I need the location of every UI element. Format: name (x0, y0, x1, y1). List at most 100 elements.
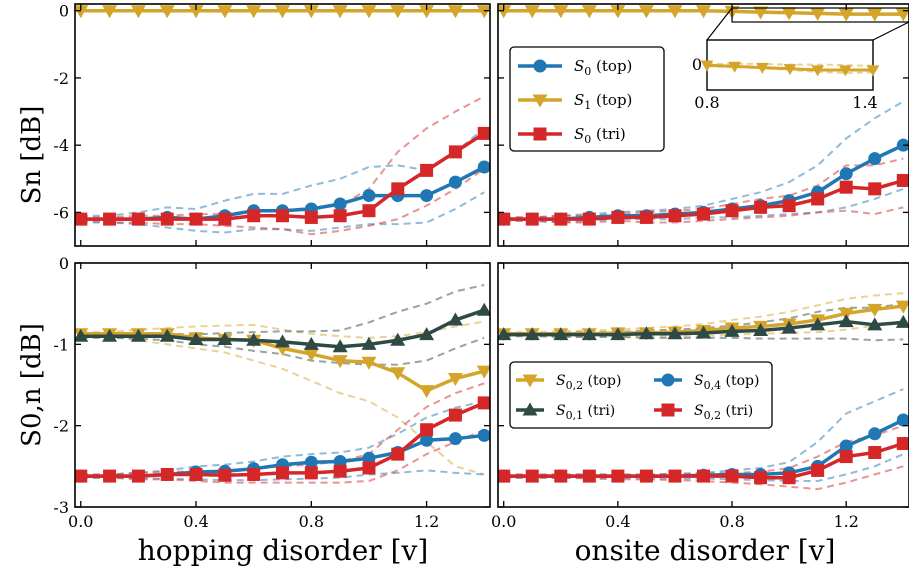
data-point (362, 189, 376, 203)
data-point (839, 180, 853, 194)
data-point (476, 302, 490, 316)
data-point (159, 5, 175, 19)
inset: 0.8 1.4 0 (692, 7, 909, 112)
data-point (810, 317, 826, 331)
plot-area (75, 5, 490, 236)
x-tick-label: 0.8 (299, 512, 324, 531)
data-point (477, 126, 490, 140)
data-point (362, 204, 376, 218)
band-band-lo (503, 335, 904, 342)
data-point (811, 463, 825, 477)
data-point (782, 471, 796, 485)
data-point (304, 210, 318, 224)
data-point (390, 332, 406, 346)
data-point (75, 212, 88, 226)
y-label-top: Sn [dB] (17, 106, 47, 205)
panel-bottom-left: 0.0 0.4 0.8 1.2 0 -1 -2 -3 (53, 254, 491, 531)
data-point (896, 437, 909, 451)
data-point (447, 372, 463, 386)
data-point (896, 138, 909, 152)
data-point (754, 471, 768, 485)
data-point (867, 317, 883, 331)
data-point (361, 5, 377, 19)
data-point (448, 432, 462, 446)
x-tick-label: 1.2 (833, 512, 858, 531)
data-point (275, 334, 290, 348)
data-point (188, 5, 204, 19)
data-point (610, 5, 626, 19)
data-point (102, 5, 118, 19)
data-point (725, 469, 739, 483)
legend-swatch-marker (533, 127, 547, 141)
data-point (160, 467, 174, 481)
data-point (639, 469, 653, 483)
legend-swatch-marker (533, 59, 547, 73)
data-point (867, 303, 883, 317)
band-band-hi (503, 292, 904, 334)
legend-swatch-marker (522, 402, 538, 416)
data-point (103, 469, 117, 483)
data-point (611, 210, 625, 224)
plot-area (498, 292, 909, 491)
data-point (419, 327, 435, 341)
legends: S0 (top) S1 (top) S0 (tri) S0,2 (top) S0,4 (… (509, 46, 773, 429)
y-label-top-text: Sn [dB] (17, 106, 47, 205)
y-label-bottom: S0,n [dB] (17, 323, 47, 447)
data-point (448, 145, 462, 159)
data-point (896, 173, 909, 187)
data-point (361, 336, 377, 350)
data-point (581, 327, 597, 341)
inset-data-point (811, 65, 824, 77)
band-band-hi (80, 382, 485, 476)
y-tick-label: -6 (53, 203, 69, 222)
data-point (525, 212, 539, 226)
data-point (895, 300, 909, 314)
plot-area (498, 5, 909, 226)
data-point (75, 469, 88, 483)
inset-x-tick-label: 1.4 (852, 93, 877, 112)
panel-frame (497, 3, 909, 247)
legend-bottom: S0,2 (top) S0,4 (top) S0,1 (tri) S0,2 (tri) (509, 361, 773, 429)
data-point (839, 450, 853, 464)
x-label-onsite: onsite disorder [v] (575, 534, 836, 567)
band-band-hi (80, 127, 485, 217)
data-point (811, 192, 825, 206)
legend-swatch-marker (522, 374, 538, 388)
inset-connector (706, 7, 733, 41)
data-point (303, 5, 319, 19)
data-point (838, 8, 854, 22)
data-point (276, 466, 289, 480)
data-point (696, 325, 711, 339)
data-point (867, 8, 883, 22)
legend-label: S0 (top) (574, 57, 632, 78)
data-point (333, 197, 347, 211)
data-point (420, 189, 434, 203)
panel-bottom-right: 0.0 0.4 0.8 1.2 (491, 262, 909, 531)
inset-data-point (839, 65, 852, 77)
data-point (332, 339, 348, 353)
data-point (667, 326, 683, 340)
data-point (247, 209, 261, 223)
band-band-lo (80, 335, 485, 476)
y-tick-label: 0 (59, 2, 69, 21)
data-point (838, 314, 854, 328)
band-band-lo (503, 206, 904, 224)
legend-label: S0,2 (tri) (694, 403, 753, 422)
inset-connector (872, 21, 909, 41)
band-band-lo (80, 428, 485, 484)
inset-data-point (756, 62, 769, 74)
data-point (868, 446, 882, 460)
inset-data-point (866, 65, 880, 77)
data-point (638, 5, 654, 19)
panel-top-right (497, 3, 909, 247)
data-point (217, 331, 233, 345)
data-point (333, 464, 347, 478)
data-point (753, 323, 769, 337)
data-point (391, 447, 405, 461)
data-point (476, 5, 490, 19)
band-band-hi (80, 283, 485, 336)
band-band-lo (80, 191, 485, 234)
data-point (159, 328, 175, 342)
data-point (638, 326, 654, 340)
data-point (304, 466, 318, 480)
